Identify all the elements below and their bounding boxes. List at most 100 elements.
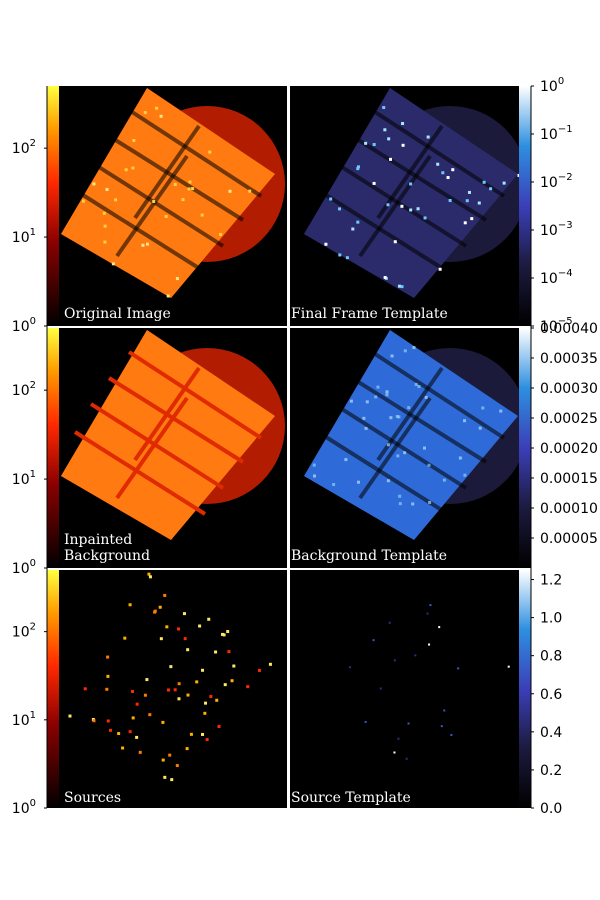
source-pixel <box>111 262 115 266</box>
source-pixel <box>403 451 407 455</box>
tick-label: 0.00020 <box>540 441 598 457</box>
source-pixel <box>226 630 230 634</box>
source-pixel <box>185 747 189 751</box>
source-pixel <box>68 714 72 718</box>
source-pixel <box>105 187 109 191</box>
source-pixel <box>450 734 453 737</box>
source-pixel <box>200 213 204 217</box>
source-pixel <box>386 479 390 483</box>
source-pixel <box>372 639 375 642</box>
source-pixel <box>158 605 162 609</box>
tick-label: 100 <box>12 558 36 577</box>
tick-label: 0.6 <box>540 687 562 703</box>
source-pixel <box>396 454 400 458</box>
source-pixel <box>132 138 136 142</box>
label-inpainted-line2: Background <box>64 548 150 564</box>
source-pixel <box>207 617 211 621</box>
source-pixel <box>177 627 181 631</box>
source-pixel <box>463 419 467 423</box>
source-pixel <box>117 732 121 736</box>
source-pixel <box>148 575 152 579</box>
label-original-image: Original Image <box>64 306 171 322</box>
tick-label: 0.00025 <box>540 411 598 427</box>
source-pixel <box>187 187 191 191</box>
source-pixel <box>177 697 181 701</box>
source-pixel <box>407 406 411 410</box>
source-pixel <box>106 655 110 659</box>
source-pixel <box>428 500 432 504</box>
source-pixel <box>175 764 179 768</box>
tick-label: 0.8 <box>540 649 562 665</box>
source-pixel <box>390 354 394 358</box>
source-pixel <box>257 668 261 672</box>
tick-label: 10−1 <box>540 124 573 143</box>
source-pixel <box>175 277 179 281</box>
source-pixel <box>161 758 165 762</box>
original-image-heatmap <box>61 88 285 298</box>
source-template-heatmap <box>349 604 510 760</box>
source-pixel <box>209 695 213 699</box>
source-pixel <box>131 166 135 170</box>
source-pixel <box>438 626 441 629</box>
source-pixel <box>83 687 87 691</box>
source-pixel <box>446 176 450 180</box>
source-pixel <box>442 478 446 482</box>
label-sources: Sources <box>64 790 121 806</box>
source-pixel <box>393 659 396 662</box>
source-pixel <box>436 162 440 166</box>
source-pixel <box>414 382 418 386</box>
source-pixel <box>412 346 416 350</box>
source-pixel <box>201 732 205 736</box>
tick-label: 100 <box>12 798 36 817</box>
source-pixel <box>338 207 342 211</box>
source-pixel <box>364 141 368 145</box>
colorbar-background-template <box>519 328 531 568</box>
source-pixel <box>458 456 462 460</box>
source-pixel <box>105 687 109 691</box>
colorbar-inpainted-background <box>47 328 59 568</box>
source-pixel <box>426 612 429 615</box>
source-pixel <box>344 458 348 462</box>
source-pixel <box>268 662 272 666</box>
tick-label: 100 <box>12 316 36 335</box>
source-pixel <box>401 122 405 126</box>
source-pixel <box>159 114 163 118</box>
source-pixel <box>349 399 353 403</box>
source-pixel <box>477 201 481 205</box>
tick-label: 1.2 <box>540 573 562 589</box>
tick-label: 10−3 <box>540 220 573 239</box>
source-pixel <box>153 610 157 614</box>
source-pixel <box>114 198 118 202</box>
label-source-template: Source Template <box>291 790 411 806</box>
source-pixel <box>135 702 139 706</box>
source-pixel <box>356 480 360 484</box>
source-pixel <box>356 167 360 171</box>
source-pixel <box>338 253 342 257</box>
source-pixel <box>423 216 427 220</box>
source-pixel <box>106 674 110 678</box>
source-pixel <box>324 242 328 246</box>
source-pixel <box>383 276 387 280</box>
source-pixel <box>147 572 151 576</box>
source-pixel <box>163 775 167 779</box>
source-pixel <box>203 711 207 715</box>
source-pixel <box>128 603 132 607</box>
source-pixel <box>232 664 236 668</box>
source-pixel <box>141 243 145 247</box>
source-pixel <box>349 666 352 669</box>
source-pixel <box>92 719 96 723</box>
source-pixel <box>208 150 212 154</box>
source-pixel <box>332 483 336 487</box>
tick-label: 10−5 <box>540 316 573 335</box>
source-pixel <box>92 182 96 186</box>
source-pixel <box>427 463 431 467</box>
source-pixel <box>405 757 408 760</box>
source-pixel <box>372 143 376 147</box>
source-pixel <box>166 688 170 692</box>
source-pixel <box>382 106 386 110</box>
source-pixel <box>121 746 125 750</box>
source-pixel <box>441 171 445 175</box>
label-background-template: Background Template <box>291 548 447 564</box>
source-pixel <box>356 220 360 224</box>
source-pixel <box>400 285 404 289</box>
